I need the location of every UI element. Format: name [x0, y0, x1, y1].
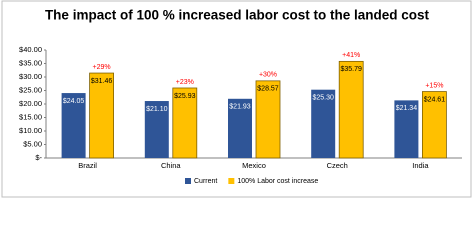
- bar: [394, 100, 419, 158]
- y-tick-label: $25.00: [19, 85, 42, 94]
- y-tick-label: $10.00: [19, 126, 42, 135]
- value-label: $31.46: [91, 78, 113, 85]
- legend-label: Current: [194, 178, 217, 185]
- bar: [144, 101, 169, 158]
- bar: [338, 60, 364, 159]
- bar: [255, 80, 281, 159]
- x-tick-label: Brazil: [78, 161, 97, 170]
- bar: [421, 91, 447, 159]
- value-label: $24.61: [424, 96, 446, 103]
- value-label: $28.57: [257, 86, 279, 93]
- y-tick-label: $20.00: [19, 99, 42, 108]
- annotation: +23%: [176, 79, 194, 86]
- value-label: $21.93: [229, 104, 251, 111]
- y-tick-label: $-: [35, 153, 42, 162]
- bar: [89, 72, 114, 159]
- y-tick-label: $5.00: [23, 139, 42, 148]
- annotation: +41%: [342, 52, 360, 59]
- legend-swatch: [228, 178, 235, 184]
- value-label: $21.10: [146, 106, 168, 113]
- value-label: $35.79: [340, 66, 362, 73]
- x-tick-label: China: [161, 161, 181, 170]
- x-tick-label: Czech: [327, 161, 348, 170]
- annotation: +29%: [93, 64, 111, 71]
- y-tick-label: $35.00: [19, 58, 42, 67]
- value-label: $21.34: [396, 105, 418, 112]
- x-tick-label: India: [412, 161, 429, 170]
- legend-swatch: [185, 178, 191, 184]
- annotation: +30%: [259, 72, 277, 79]
- value-label: $25.93: [174, 93, 196, 100]
- annotation: +15%: [425, 82, 443, 89]
- chart-title: The impact of 100 % increased labor cost…: [45, 8, 430, 23]
- x-tick-label: Mexico: [242, 161, 266, 170]
- y-tick-label: $30.00: [19, 72, 42, 81]
- chart: The impact of 100 % increased labor cost…: [1, 0, 472, 198]
- value-label: $25.30: [312, 95, 334, 102]
- bar: [311, 89, 336, 158]
- y-tick-label: $15.00: [19, 112, 42, 121]
- bar: [228, 98, 252, 158]
- legend-label: 100% Labor cost increase: [237, 178, 318, 185]
- bar: [61, 93, 86, 158]
- bar: [172, 87, 198, 159]
- y-tick-label: $40.00: [19, 45, 42, 54]
- value-label: $24.05: [63, 98, 85, 105]
